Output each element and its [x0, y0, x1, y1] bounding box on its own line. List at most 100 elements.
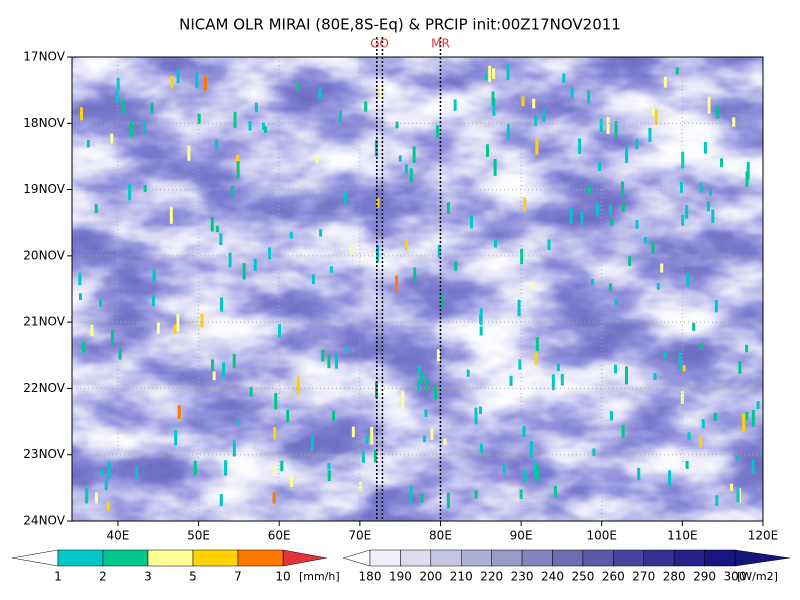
y-tick-label: 24NOV [23, 514, 65, 528]
precip-speck [529, 441, 533, 458]
precip-speck [424, 409, 428, 417]
precip-speck [479, 326, 483, 336]
precip-speck [701, 419, 705, 429]
precip-speck [262, 122, 266, 131]
x-tick-label: 70E [348, 529, 371, 543]
colorbar-label: 290 [693, 570, 716, 584]
precip-speck [420, 373, 424, 383]
precip-speck [409, 168, 413, 183]
x-tick-label: 100E [586, 529, 617, 543]
precip-speck [219, 493, 223, 507]
precip-speck [236, 161, 240, 179]
precip-speck [94, 492, 98, 504]
precip-speck [111, 329, 115, 346]
y-tick-label: 23NOV [23, 447, 65, 461]
precip-speck [613, 364, 617, 374]
precip-speck [531, 282, 535, 289]
colorbar-box [613, 549, 644, 567]
precip-speck [177, 405, 181, 419]
precip-speck [599, 118, 603, 132]
precip-speck [437, 244, 441, 258]
chart-title: NICAM OLR MIRAI (80E,8S-Eq) & PRCIP init… [179, 16, 621, 34]
precip-speck [274, 392, 278, 410]
precip-speck [398, 155, 402, 162]
precip-speck [654, 109, 658, 125]
precip-speck [446, 202, 450, 215]
precip-speck [232, 353, 236, 369]
precip-speck [222, 362, 226, 377]
precip-speck [412, 146, 416, 163]
precip-speck [289, 231, 293, 239]
precip-speck [533, 460, 537, 479]
precip-speck [106, 502, 110, 511]
precip-speck [532, 98, 536, 109]
precip-speck [142, 120, 146, 136]
precip-speck [587, 90, 591, 104]
precip-speck [345, 345, 349, 354]
precip-speck [327, 463, 331, 470]
marker-label: MR [431, 37, 450, 51]
precip-speck [716, 105, 720, 119]
y-tick-label: 18NOV [23, 116, 65, 130]
precip-speck [404, 239, 408, 251]
precip-speck [329, 266, 333, 273]
precip-speck [580, 211, 584, 225]
precip-speck [436, 125, 440, 138]
precip-speck [82, 341, 86, 353]
precip-speck [534, 352, 538, 365]
precip-speck [708, 189, 712, 196]
precip-speck [242, 263, 246, 280]
precip-speck [248, 121, 252, 131]
y-tick-label: 22NOV [23, 381, 65, 395]
precip-speck [254, 102, 258, 113]
precip-speck [277, 324, 281, 338]
precip-speck [268, 247, 272, 260]
precip-speck [556, 363, 560, 372]
precip-speck [197, 113, 201, 124]
precip-speck [692, 322, 696, 331]
precip-speck [319, 229, 323, 237]
precip-speck [417, 365, 421, 375]
precip-speck [730, 483, 734, 491]
precip-speck [625, 145, 629, 164]
colorbar-label: 300 [724, 570, 747, 584]
precip-speck [401, 391, 405, 409]
precip-speck [343, 191, 347, 205]
precip-speck [296, 82, 300, 92]
precip-speck [174, 430, 178, 446]
colorbar-box [552, 549, 584, 567]
precip-speck [395, 121, 399, 129]
precip-speck [272, 492, 276, 504]
precip-speck [296, 376, 300, 395]
precip-speck [681, 215, 685, 226]
precip-speck [311, 274, 315, 285]
precip-speck [686, 272, 690, 287]
precip-speck [310, 435, 314, 451]
precip-speck [115, 91, 119, 103]
x-tick-label: 110E [667, 529, 698, 543]
precip-speck [231, 186, 235, 198]
y-tick-label: 20NOV [23, 248, 65, 262]
colorbar-label: 200 [419, 570, 442, 584]
precip-speck [595, 202, 599, 217]
precip-speck [635, 138, 639, 150]
precip-speck [135, 466, 139, 481]
precip-speck [351, 426, 355, 438]
precip-speck [751, 459, 755, 474]
marker-label: GO [370, 37, 389, 51]
precip-speck [652, 108, 656, 116]
colorbar-label: 10 [275, 570, 290, 584]
colorbar-under [342, 549, 371, 567]
precip-speck [493, 158, 497, 176]
precip-speck [663, 76, 667, 88]
precip-speck [506, 123, 510, 141]
precip-speck [434, 384, 438, 400]
colorbar-box [582, 549, 614, 567]
colorbar-unit: [mm/h] [299, 570, 340, 583]
precip-speck [624, 366, 628, 385]
colorbar-label: 3 [144, 570, 152, 584]
precip-speck [203, 76, 207, 91]
precip-speck [334, 352, 338, 369]
precip-speck [746, 161, 750, 180]
precip-speck [404, 164, 408, 174]
